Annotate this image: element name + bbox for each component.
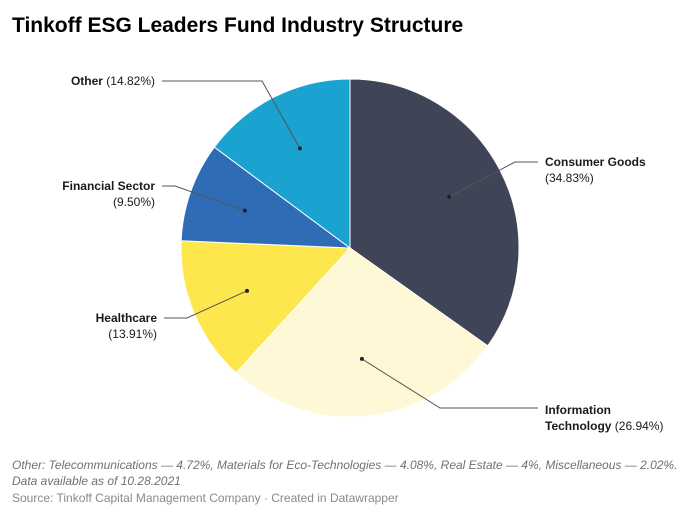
- pie-callouts: [162, 80, 538, 409]
- callout-dot: [359, 356, 364, 361]
- callout-dot: [447, 194, 452, 199]
- callout-line: [164, 290, 248, 319]
- callout-line: [162, 80, 301, 149]
- slice-label: Information Technology (26.94%): [545, 403, 663, 433]
- slice-label: Other (14.82%): [71, 74, 155, 88]
- pie-slices: [180, 78, 520, 418]
- callout-dot: [297, 146, 302, 151]
- pie-slice-healthcare: [180, 240, 352, 374]
- callout-dot: [242, 208, 247, 213]
- slice-label: Consumer Goods (34.83%): [545, 155, 646, 185]
- pie-chart: Consumer Goods (34.83%) Information Technol…: [62, 74, 663, 433]
- callout-dot: [245, 288, 250, 293]
- slice-label: Financial Sector (9.50%): [62, 179, 155, 209]
- pie-slice-information-technology: [235, 247, 489, 418]
- pie-labels: Consumer Goods (34.83%) Information Technol…: [62, 74, 663, 433]
- slice-label: Healthcare (13.91%): [96, 311, 158, 341]
- footnote: Other: Telecommunications — 4.72%, Mater…: [12, 458, 678, 488]
- callout-line: [361, 358, 538, 409]
- callout-line: [448, 161, 538, 198]
- callout-line: [162, 185, 246, 212]
- pie-slice-other: [213, 78, 351, 249]
- pie-slice-consumer-goods: [349, 78, 520, 347]
- source-line: Source: Tinkoff Capital Management Compa…: [12, 491, 399, 505]
- chart-title: Tinkoff ESG Leaders Fund Industry Struct…: [12, 14, 464, 37]
